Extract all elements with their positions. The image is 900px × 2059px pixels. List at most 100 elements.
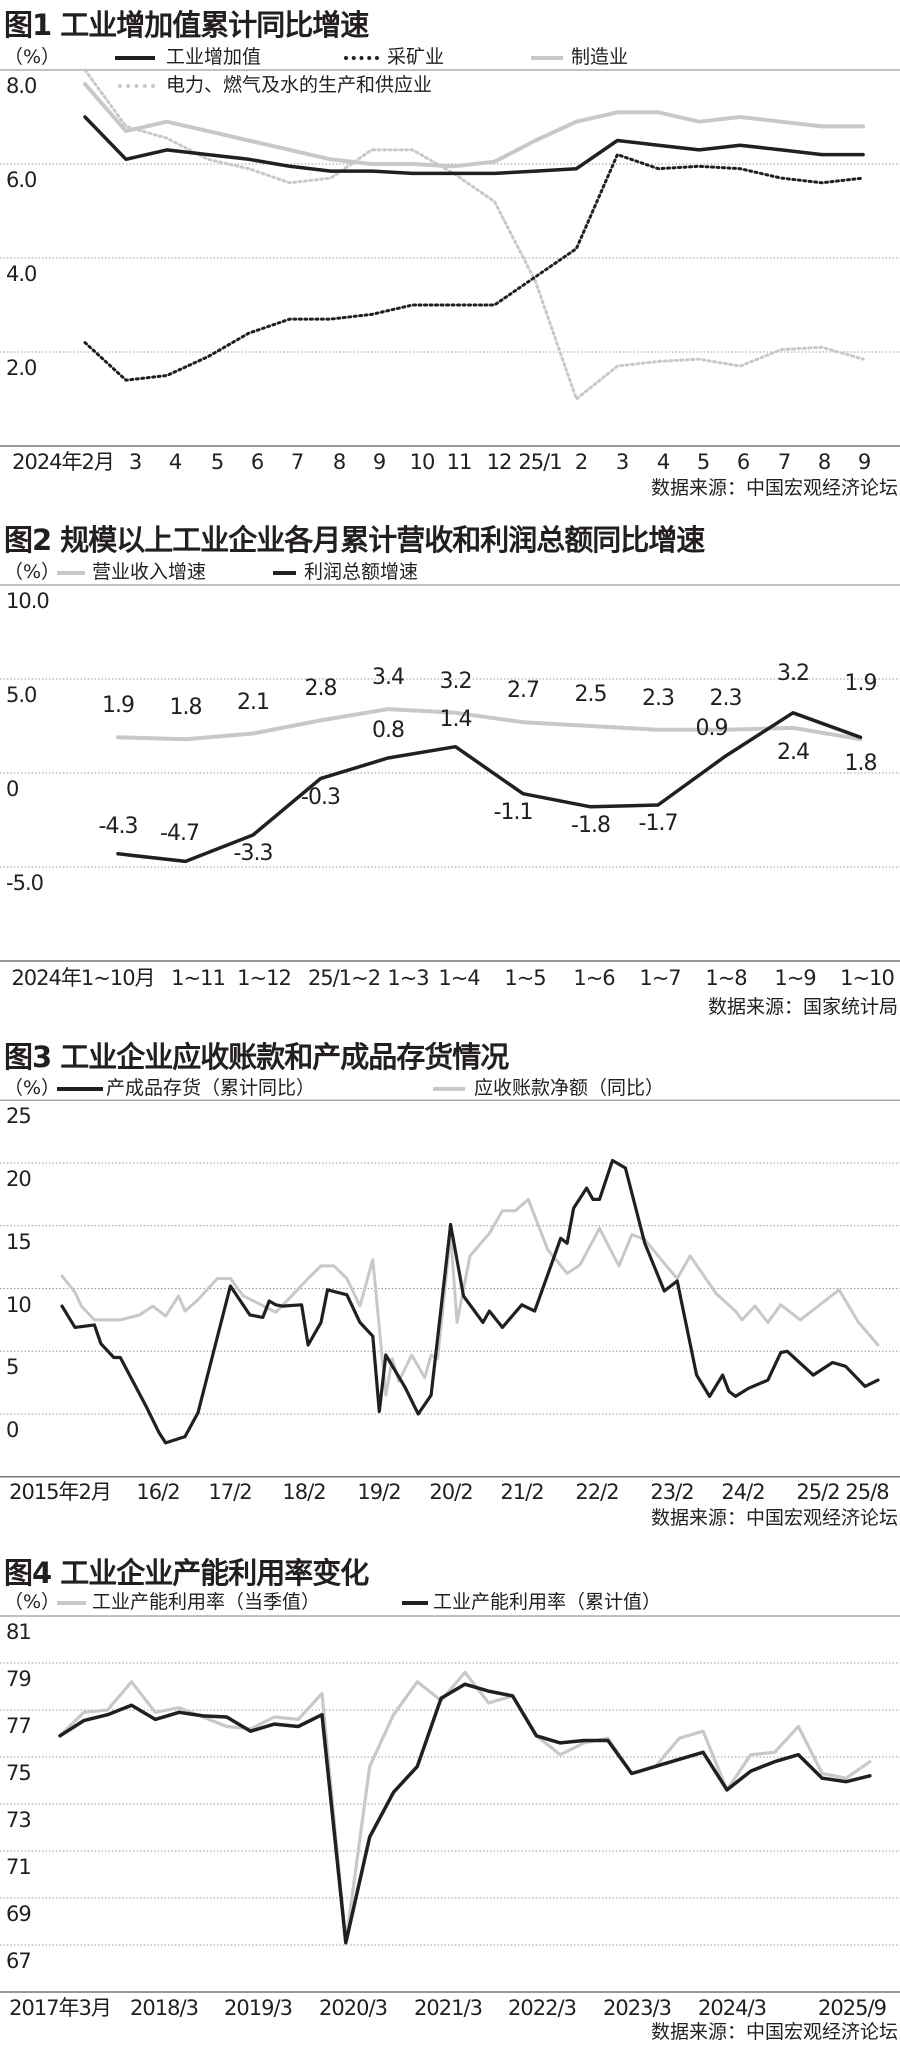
chart3-title: 图3 工业企业应收账款和产成品存货情况 [4,1040,509,1074]
data-label-revenue: 2.1 [237,689,270,715]
x-tick-label: 2024/3 [698,1996,767,2020]
data-label-profit: -4.7 [160,821,200,847]
legend-swatch-revenue [57,571,85,575]
y-tick-label: 0 [6,777,19,801]
x-tick-label: 2024年2月 [12,450,115,474]
x-tick-label: 2022/3 [508,1996,577,2020]
y-tick-label: 4.0 [6,262,37,286]
y-tick-label: 20 [6,1167,32,1191]
series-line-3-2 [60,1197,880,1397]
y-tick-label: 25 [6,1104,32,1129]
x-tick-label: 1~8 [705,966,747,990]
x-tick-label: 2015年2月 [9,1480,112,1504]
series-line-4-2 [58,1682,872,1945]
data-label-revenue: 2.8 [304,676,338,702]
x-tick-label: 1~10 [840,966,895,990]
data-label-profit: -1.8 [571,812,611,838]
legend-label-mining: 采矿业 [387,46,445,68]
x-tick-label: 2018/3 [130,1996,199,2020]
chart4-source: 数据来源：中国宏观经济论坛 [650,2021,898,2043]
x-tick-label: 21/2 [500,1480,544,1504]
data-label-revenue: 1.9 [102,693,135,719]
series-line-1-4 [83,68,865,401]
y-tick-label: 2.0 [6,356,37,380]
chart2-source: 数据来源：国家统计局 [707,996,898,1018]
x-tick-label: 20/2 [429,1480,473,1504]
x-tick-label: 2024年1~10月 [11,966,155,990]
x-tick-label: 1~9 [774,966,816,990]
x-tick-label: 12 [486,450,513,474]
y-tick-label: 10.0 [6,589,50,613]
x-tick-label: 2017年3月 [9,1996,112,2020]
series-line-2-2 [116,711,863,864]
data-label-revenue: 2.3 [642,685,675,711]
y-tick-label: 67 [6,1949,32,1973]
x-tick-label: 9 [857,450,871,474]
x-tick-label: 1~4 [438,966,480,990]
data-label-profit: 0.8 [372,717,405,743]
x-tick-label: 1~3 [387,966,429,990]
data-label-revenue: 1.8 [844,751,878,777]
x-tick-label: 7 [777,450,791,474]
chart3-unit: （%） [4,1077,61,1099]
x-tick-label: 7 [290,450,304,474]
x-tick-label: 1~6 [573,966,615,990]
chart4-title: 图4 工业企业产能利用率变化 [4,1556,369,1590]
data-label-profit: 3.2 [777,660,810,686]
legend-swatch-utilities [118,84,155,88]
legend-swatch-inventory [57,1087,103,1091]
x-tick-label: 1~11 [171,966,226,990]
legend-swatch-mining [344,56,379,60]
y-tick-label: 0 [6,1418,19,1442]
x-tick-label: 25/1~2 [307,966,381,990]
x-tick-label: 4 [168,450,182,474]
x-tick-label: 1~7 [639,966,681,990]
x-tick-label: 2020/3 [319,1996,388,2020]
x-tick-label: 24/2 [721,1480,765,1504]
data-label-revenue: 3.2 [439,668,473,694]
legend-swatch-cumulative [402,1601,428,1605]
x-tick-label: 6 [250,450,264,474]
chart2-unit: （%） [4,561,61,583]
legend-label-utilities: 电力、燃气及水的生产和供应业 [166,74,433,96]
series-line-1-2 [83,153,865,382]
series-line-3-1 [60,1158,880,1445]
y-tick-label: 81 [6,1620,32,1644]
chart2-title: 图2 规模以上工业企业各月累计营收和利润总额同比增速 [4,523,705,557]
x-tick-label: 3 [615,450,629,474]
x-tick-label: 8 [817,450,831,474]
legend-swatch-receivables [433,1087,465,1091]
data-label-profit: 1.9 [844,671,878,697]
x-tick-label: 11 [446,450,473,474]
legend-swatch-quarterly [57,1601,86,1605]
data-label-revenue: 2.5 [574,682,608,707]
legend-swatch-profit [273,571,296,575]
x-tick-label: 16/2 [136,1480,180,1504]
x-tick-label: 9 [372,450,386,474]
legend-label-manufacturing: 制造业 [571,46,629,68]
x-tick-label: 17/2 [208,1480,252,1504]
x-tick-label: 22/2 [575,1480,619,1504]
y-tick-label: 5 [6,1355,19,1380]
legend-swatch-industrial [115,56,155,60]
legend-label-receivables: 应收账款净额（同比） [474,1077,665,1099]
y-tick-label: 8.0 [6,74,37,98]
legend-label-cumulative: 工业产能利用率（累计值） [433,1591,662,1613]
x-tick-label: 8 [332,450,346,474]
x-tick-label: 2021/3 [414,1996,483,2020]
x-tick-label: 4 [656,450,670,474]
y-tick-label: 79 [6,1667,32,1691]
x-tick-label: 2019/3 [224,1996,293,2020]
x-tick-label: 18/2 [282,1480,326,1504]
chart4-unit: （%） [4,1591,61,1613]
series-line-1-1 [83,115,865,176]
x-tick-label: 25/8 [845,1480,889,1504]
y-tick-label: 5.0 [6,683,37,707]
x-tick-label: 19/2 [357,1480,401,1504]
data-label-profit: 1.4 [439,706,473,732]
data-label-profit: -4.3 [98,813,139,839]
legend-label-inventory: 产成品存货（累计同比） [106,1077,316,1099]
y-tick-label: 75 [6,1761,32,1785]
data-label-profit: -1.1 [493,799,534,825]
